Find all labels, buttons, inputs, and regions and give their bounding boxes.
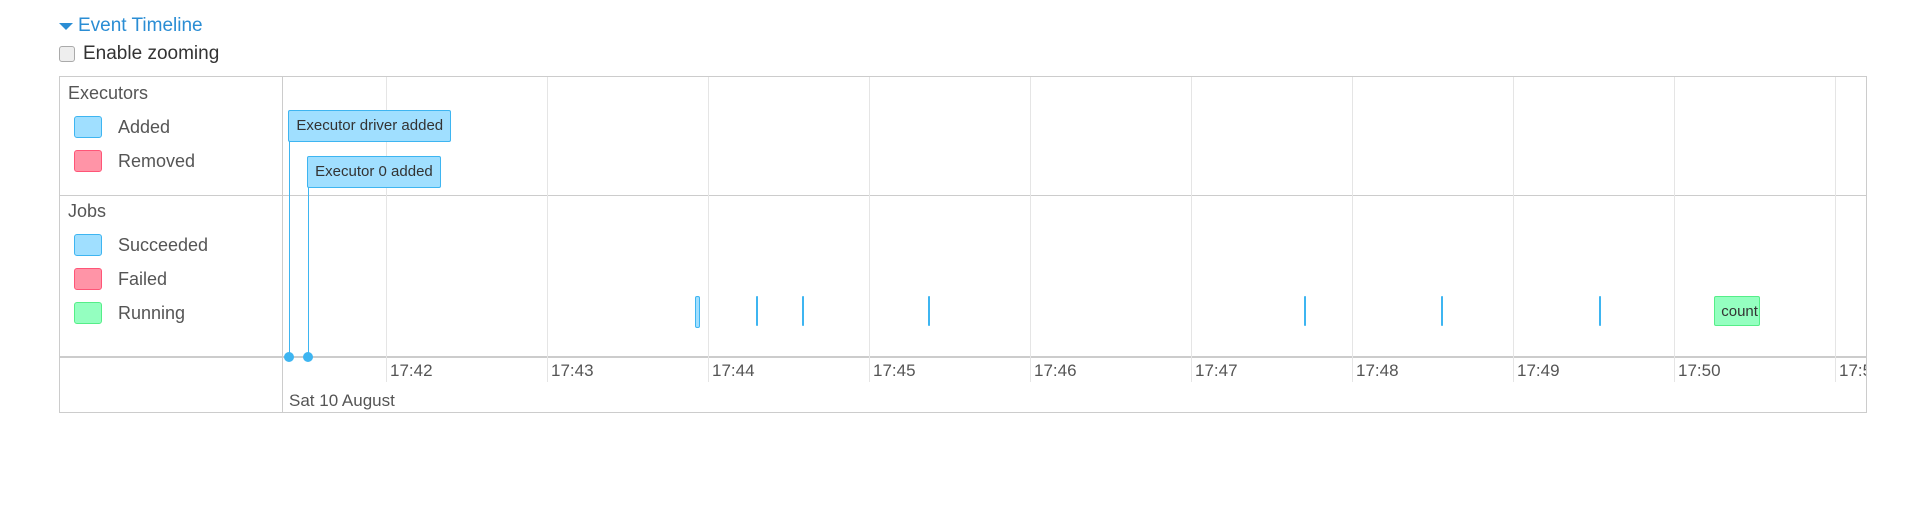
legend-label: Running [118, 302, 186, 323]
executor-event-line [308, 186, 310, 356]
event-timeline-title: Event Timeline [78, 15, 203, 36]
job-bar[interactable] [694, 296, 700, 328]
axis-tick-label: 17:47 [1195, 361, 1238, 380]
legend-added: Added [74, 116, 170, 138]
caret-down-icon [59, 22, 73, 30]
legend-label: Failed [118, 268, 168, 289]
axis-tick-label: 17:43 [551, 361, 594, 380]
axis-tick-label: 17:49 [1517, 361, 1560, 380]
executor-event[interactable]: Executor 0 added [307, 156, 441, 188]
job-bar[interactable] [928, 296, 931, 326]
job-bar[interactable]: count [1714, 296, 1760, 326]
job-bar[interactable] [756, 296, 759, 326]
axis-tick-label: 17:48 [1356, 361, 1399, 380]
axis-tick-label: 17:45 [873, 361, 916, 380]
axis-tick-label: 17:44 [712, 361, 755, 380]
legend-removed: Removed [74, 150, 195, 172]
axis-tick-label: 17:42 [390, 361, 433, 380]
event-timeline-toggle[interactable]: Event Timeline [59, 15, 203, 37]
axis-tick-label: 17:51 [1839, 361, 1866, 380]
enable-zooming-label: Enable zooming [83, 43, 220, 64]
gridline [1513, 77, 1514, 382]
executor-event-line [289, 140, 291, 356]
axis-line [60, 356, 1866, 358]
legend-running: Running [74, 302, 185, 324]
axis-date-label: Sat 10 August [289, 391, 395, 410]
timeline-legend: Executors Added Removed Jobs Succeeded F… [60, 77, 283, 412]
failed-swatch [74, 268, 102, 290]
gridline [1674, 77, 1675, 382]
executor-event-dot[interactable] [284, 352, 295, 362]
executors-group-title: Executors [68, 83, 149, 103]
gridline [386, 77, 387, 382]
legend-label: Added [118, 116, 171, 137]
legend-succeeded: Succeeded [74, 234, 208, 256]
legend-label: Succeeded [118, 234, 209, 255]
enable-zooming-checkbox[interactable] [59, 46, 75, 62]
legend-failed: Failed [74, 268, 167, 290]
job-bar[interactable] [1598, 296, 1601, 326]
succeeded-swatch [74, 234, 102, 256]
gridline [869, 77, 870, 382]
jobs-group-title: Jobs [68, 201, 107, 221]
removed-swatch [74, 150, 102, 172]
timeline[interactable]: Executors Added Removed Jobs Succeeded F… [59, 76, 1867, 413]
enable-zooming-option[interactable]: Enable zooming [59, 43, 219, 65]
gridline [547, 77, 548, 382]
legend-label: Removed [118, 150, 196, 171]
running-swatch [74, 302, 102, 324]
job-bar[interactable] [1303, 296, 1306, 326]
gridline [1030, 77, 1031, 382]
axis-tick-label: 17:46 [1034, 361, 1077, 380]
axis-tick-label: 17:50 [1678, 361, 1721, 380]
gridline [1352, 77, 1353, 382]
gridline [1835, 77, 1836, 382]
job-bar[interactable] [1440, 296, 1443, 326]
gridline [1191, 77, 1192, 382]
job-bar[interactable] [801, 296, 804, 326]
executor-event[interactable]: Executor driver added [288, 110, 452, 142]
executor-event-dot[interactable] [303, 352, 314, 362]
group-divider [60, 195, 1866, 196]
gridline [708, 77, 709, 382]
added-swatch [74, 116, 102, 138]
